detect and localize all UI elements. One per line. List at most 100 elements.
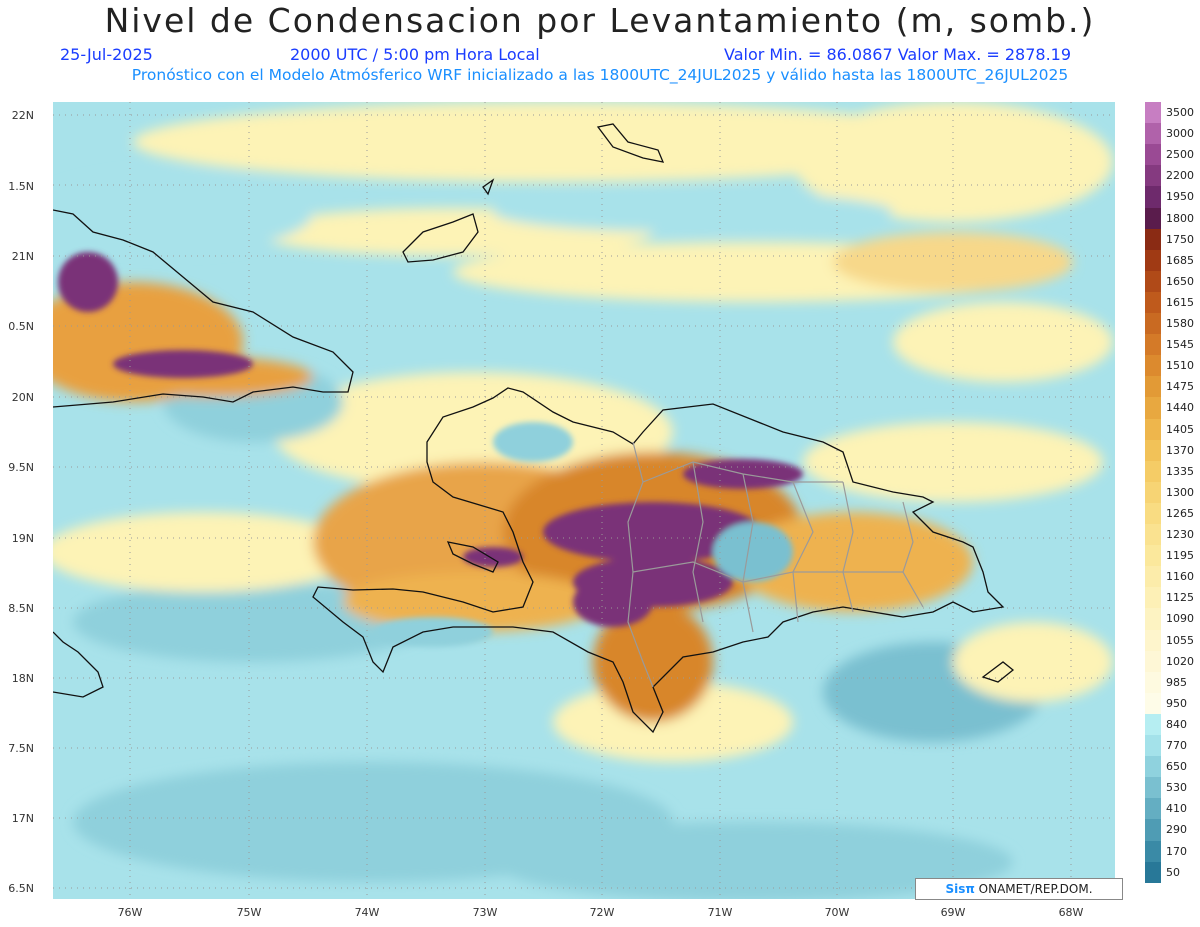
colorbar-label: 1475 (1166, 380, 1194, 394)
colorbar-label: 1090 (1166, 612, 1194, 626)
small-island (482, 178, 495, 196)
colorbar-label: 170 (1166, 844, 1187, 858)
colorbar-swatch (1145, 587, 1161, 609)
colorbar-swatch (1145, 270, 1161, 293)
condensation-field (53, 102, 1113, 899)
colorbar-label: 1195 (1166, 549, 1194, 563)
colorbar-swatch (1145, 165, 1161, 187)
forecast-date: 25-Jul-2025 (60, 45, 153, 64)
lon-label-8: 69W (940, 906, 966, 919)
colorbar-label: 1650 (1166, 274, 1194, 288)
colorbar-label: 650 (1166, 760, 1187, 774)
colorbar-label: 1125 (1166, 591, 1194, 605)
sispi-logo: Sisπ (945, 882, 975, 896)
province-borders (627, 441, 924, 688)
colorbar-label: 1800 (1166, 211, 1194, 225)
lat-label-11: 17N (11, 812, 34, 825)
colorbar-label: 1685 (1166, 253, 1194, 267)
colorbar-label: 1545 (1166, 338, 1194, 352)
colorbar-swatch (1145, 228, 1161, 251)
lat-label-8: 8.5N (8, 602, 34, 615)
hispaniola-coast (312, 387, 1005, 734)
colorbar-swatch (1145, 144, 1161, 166)
lon-label-2: 75W (236, 906, 262, 919)
colorbar-swatch (1145, 291, 1161, 314)
colorbar-swatch (1145, 545, 1161, 567)
grid-lines (53, 102, 1115, 899)
colorbar-label: 840 (1166, 717, 1187, 731)
colorbar-swatch (1145, 608, 1161, 630)
lat-label-3: 21N (11, 250, 34, 263)
map-area (53, 102, 1115, 899)
colorbar-label: 1440 (1166, 401, 1194, 415)
lat-label-7: 19N (11, 532, 34, 545)
colorbar-label: 1950 (1166, 190, 1194, 204)
lat-label-12: 6.5N (8, 882, 34, 895)
coastlines (53, 123, 1015, 734)
colorbar-swatch (1145, 650, 1161, 673)
lon-label-4: 73W (472, 906, 498, 919)
colorbar-label: 410 (1166, 802, 1187, 816)
lat-label-4: 0.5N (8, 320, 34, 333)
credit-box: Sisπ ONAMET/REP.DOM. (915, 878, 1123, 900)
colorbar-swatch (1145, 840, 1161, 863)
colorbar-swatch (1145, 397, 1161, 419)
min-max-values: Valor Min. = 86.0867 Valor Max. = 2878.1… (724, 45, 1072, 64)
forecast-time: 2000 UTC / 5:00 pm Hora Local (290, 45, 540, 64)
colorbar-swatch (1145, 249, 1161, 272)
colorbar-swatch (1145, 735, 1161, 757)
colorbar-label: 1510 (1166, 359, 1194, 373)
caicos-island (596, 123, 665, 163)
lon-label-1: 76W (117, 906, 143, 919)
colorbar-swatch (1145, 819, 1161, 841)
colorbar-swatch (1145, 756, 1161, 778)
colorbar-label: 1265 (1166, 506, 1194, 520)
colorbar-swatch (1145, 207, 1161, 230)
colorbar-swatch (1145, 566, 1161, 588)
colorbar-label: 1230 (1166, 528, 1194, 541)
colorbar-swatch (1145, 439, 1161, 462)
colorbar-swatch (1145, 186, 1161, 208)
lat-label-9: 18N (11, 672, 34, 685)
lon-label-9: 68W (1058, 906, 1084, 919)
colorbar-swatch (1145, 418, 1161, 441)
colorbar-swatch (1145, 334, 1161, 356)
colorbar-label: 1160 (1166, 570, 1194, 584)
colorbar-label: 50 (1166, 865, 1180, 879)
colorbar-swatch (1145, 777, 1161, 799)
colorbar-swatch (1145, 502, 1161, 525)
colorbar-swatch (1145, 798, 1161, 820)
colorbar-label: 985 (1166, 675, 1187, 689)
colorbar-label: 3500 (1166, 106, 1194, 119)
colorbar-label: 2500 (1166, 148, 1194, 162)
lat-label-10: 7.5N (8, 742, 34, 755)
colorbar-swatch (1145, 524, 1161, 546)
lon-label-6: 71W (707, 906, 733, 919)
lon-label-3: 74W (354, 906, 380, 919)
colorbar-swatch (1145, 861, 1161, 884)
cuba-coast (53, 209, 354, 408)
lon-label-5: 72W (589, 906, 615, 919)
map-title: Nivel de Condensacion por Levantamiento … (104, 1, 1096, 40)
colorbar-label: 1580 (1166, 317, 1194, 330)
model-info: Pronóstico con el Modelo Atmósferico WRF… (131, 66, 1069, 84)
colorbar-label: 1300 (1166, 485, 1194, 499)
colorbar-swatch (1145, 355, 1161, 377)
colorbar-label: 290 (1166, 823, 1187, 837)
lon-label-7: 70W (824, 906, 850, 919)
saona-island (981, 661, 1015, 683)
colorbar-label: 950 (1166, 696, 1187, 710)
colorbar-label: 3000 (1166, 127, 1194, 141)
colorbar-label: 1370 (1166, 443, 1194, 457)
inagua-island (402, 213, 479, 263)
colorbar-label: 530 (1166, 781, 1187, 795)
lat-label-6: 9.5N (8, 461, 34, 474)
colorbar-swatch (1145, 313, 1161, 335)
colorbar-label: 1750 (1166, 232, 1194, 246)
colorbar-label: 1020 (1166, 654, 1194, 668)
colorbar-swatch (1145, 629, 1161, 652)
colorbar-label: 1405 (1166, 422, 1194, 436)
colorbar-swatch (1145, 123, 1161, 145)
lat-label-2: 1.5N (8, 180, 34, 193)
colorbar-label: 1335 (1166, 464, 1194, 478)
